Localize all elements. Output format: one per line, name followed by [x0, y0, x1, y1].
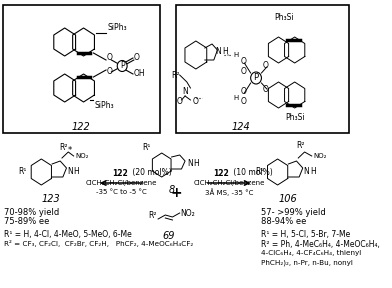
Text: H: H — [310, 168, 316, 177]
Text: R¹ = H, 4-Cl, 4-MeO, 5-MeO, 6-Me: R¹ = H, 4-Cl, 4-MeO, 5-MeO, 6-Me — [4, 230, 132, 239]
Text: O: O — [107, 67, 113, 77]
Text: O: O — [263, 86, 269, 94]
Text: R¹: R¹ — [255, 168, 263, 177]
Text: R²: R² — [148, 211, 156, 219]
Text: O: O — [241, 67, 247, 77]
Text: OH: OH — [134, 69, 145, 79]
Text: N: N — [216, 48, 221, 56]
Text: 69: 69 — [163, 231, 175, 241]
Text: H: H — [74, 168, 80, 177]
Text: O: O — [263, 60, 269, 69]
Text: O: O — [241, 88, 247, 96]
Text: PhCH₂)₂, n-Pr, n-Bu, nonyl: PhCH₂)₂, n-Pr, n-Bu, nonyl — [261, 260, 352, 266]
Text: *: * — [68, 145, 72, 154]
Text: H: H — [193, 158, 199, 168]
Text: 4-ClC₆H₄, 4-CF₄C₆H₄, thienyl: 4-ClC₆H₄, 4-CF₄C₆H₄, thienyl — [261, 250, 361, 256]
Text: SiPh₃: SiPh₃ — [108, 24, 127, 33]
Text: R¹ = H, 5-Cl, 5-Br, 7-Me: R¹ = H, 5-Cl, 5-Br, 7-Me — [261, 230, 350, 239]
Text: 70-98% yield: 70-98% yield — [4, 208, 60, 217]
Text: 75-89% ee: 75-89% ee — [4, 217, 50, 226]
Text: O: O — [241, 98, 247, 107]
Text: O: O — [107, 54, 113, 62]
Text: 123: 123 — [42, 194, 61, 204]
Text: (20 mol%): (20 mol%) — [130, 168, 172, 177]
Text: 57- >99% yield: 57- >99% yield — [261, 208, 325, 217]
Text: Ph₃Si: Ph₃Si — [274, 14, 294, 22]
Text: R² = CF₃, CF₂Cl,  CF₂Br, CF₂H,   PhCF₂, 4-MeOC₆H₄CF₂: R² = CF₃, CF₂Cl, CF₂Br, CF₂H, PhCF₂, 4-M… — [4, 240, 194, 247]
Text: R²: R² — [296, 141, 304, 151]
Text: R¹: R¹ — [18, 168, 27, 177]
Text: +: + — [170, 186, 182, 200]
Text: O: O — [134, 52, 140, 62]
Text: NO₂: NO₂ — [314, 153, 327, 159]
Text: R² = Ph, 4-MeC₆H₄, 4-MeOC₆H₄,: R² = Ph, 4-MeC₆H₄, 4-MeOC₆H₄, — [261, 240, 379, 249]
Circle shape — [117, 60, 127, 71]
Text: H: H — [234, 95, 239, 101]
Text: 88-94% ee: 88-94% ee — [261, 217, 306, 226]
Text: O: O — [241, 58, 247, 67]
Text: N: N — [187, 158, 192, 168]
Text: P: P — [254, 73, 259, 82]
Bar — [176, 5, 348, 133]
Text: P: P — [120, 62, 125, 71]
Text: R²: R² — [171, 71, 180, 79]
Text: 122: 122 — [213, 168, 229, 177]
Circle shape — [250, 72, 261, 84]
Text: 122: 122 — [113, 168, 128, 177]
Text: H: H — [222, 48, 228, 56]
Text: ClCH₂CH₂Cl/benzene: ClCH₂CH₂Cl/benzene — [193, 180, 265, 186]
Bar — [3, 5, 160, 133]
Text: R²: R² — [60, 143, 68, 153]
Text: NO₂: NO₂ — [181, 209, 195, 217]
Text: 124: 124 — [232, 122, 250, 132]
Text: N: N — [304, 168, 309, 177]
Text: ClCH₂CH₂Cl/benzene: ClCH₂CH₂Cl/benzene — [85, 180, 157, 186]
Text: 8: 8 — [169, 185, 175, 195]
Text: Ph₃Si: Ph₃Si — [285, 113, 305, 122]
Text: N: N — [182, 88, 188, 96]
Text: 3Å MS, -35 °C: 3Å MS, -35 °C — [205, 188, 253, 196]
Text: 106: 106 — [278, 194, 297, 204]
Text: N: N — [67, 168, 73, 177]
Text: R¹: R¹ — [143, 143, 151, 151]
Text: H: H — [234, 52, 239, 58]
Text: O: O — [192, 98, 198, 107]
Text: O: O — [177, 98, 183, 107]
Text: 122: 122 — [71, 122, 90, 132]
Text: -35 °C to -5 °C: -35 °C to -5 °C — [96, 189, 147, 195]
Text: NO₂: NO₂ — [76, 153, 89, 159]
Text: (10 mol%): (10 mol%) — [231, 168, 273, 177]
Text: SiPh₃: SiPh₃ — [94, 101, 114, 109]
